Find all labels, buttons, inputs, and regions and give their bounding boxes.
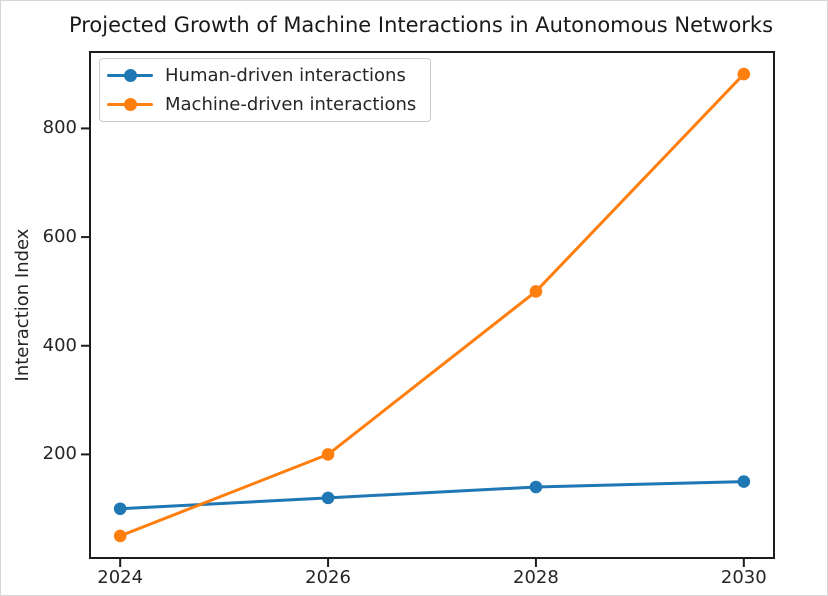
legend-item-machine-driven: Machine-driven interactions — [107, 90, 420, 119]
y-tick-label: 200 — [42, 443, 77, 465]
y-tick-label: 400 — [42, 334, 77, 356]
legend-label-machine-driven: Machine-driven interactions — [165, 94, 417, 115]
legend-item-human-driven: Human-driven interactions — [107, 61, 420, 90]
y-axis-label: Interaction Index — [12, 228, 33, 382]
plot-area — [89, 51, 775, 559]
chart-title: Projected Growth of Machine Interactions… — [68, 13, 774, 37]
legend: Human-driven interactions Machine-driven… — [99, 58, 431, 122]
legend-line-marker-icon — [107, 98, 153, 112]
y-tick-label: 800 — [42, 117, 77, 139]
legend-dot-icon — [123, 69, 137, 82]
x-tick-label: 2026 — [305, 567, 351, 588]
x-tick-label: 2024 — [97, 567, 144, 588]
x-tick-label: 2030 — [720, 567, 767, 588]
y-tick-label: 600 — [42, 226, 77, 248]
legend-line-marker-icon — [107, 69, 153, 83]
x-tick-label: 2028 — [513, 567, 559, 588]
legend-dot-icon — [123, 98, 137, 111]
legend-label-human-driven: Human-driven interactions — [165, 65, 406, 86]
